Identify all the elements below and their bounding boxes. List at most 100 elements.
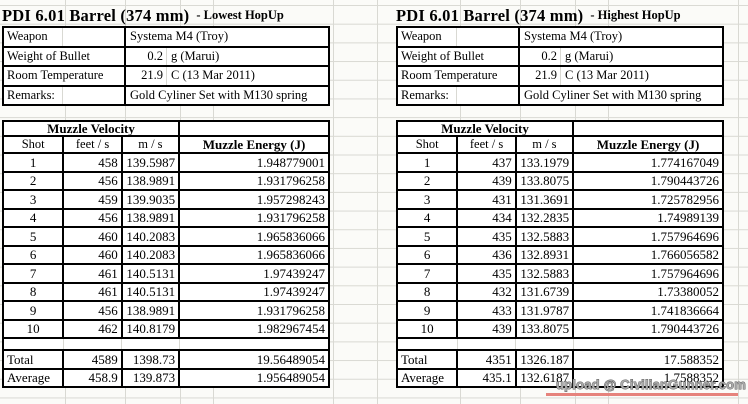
shot-cell[interactable]: 5 bbox=[395, 226, 459, 247]
ms-cell[interactable]: 132.5883 bbox=[514, 226, 575, 247]
energy-cell[interactable]: 1.931796258 bbox=[178, 170, 330, 191]
energy-cell[interactable]: 1.965836066 bbox=[178, 244, 330, 265]
ms-cell[interactable]: 131.6739 bbox=[514, 281, 575, 302]
energy-cell[interactable]: 1.982967454 bbox=[178, 318, 330, 339]
info-unit[interactable]: C (13 Mar 2011) bbox=[565, 68, 649, 83]
shot-cell[interactable]: 1 bbox=[395, 152, 459, 173]
feet-cell[interactable]: 435 bbox=[456, 226, 517, 247]
info-value[interactable]: Gold Cyliner Set with M130 spring bbox=[130, 87, 308, 102]
ms-cell[interactable]: 140.5131 bbox=[120, 281, 181, 302]
energy-cell[interactable]: 1.97439247 bbox=[178, 263, 330, 284]
average-energy-cell[interactable]: 1.7588352 bbox=[572, 367, 724, 388]
ms-cell[interactable]: 132.2835 bbox=[514, 207, 575, 228]
ms-cell[interactable]: 140.8179 bbox=[120, 318, 181, 339]
feet-cell[interactable]: 431 bbox=[456, 189, 517, 210]
feet-cell[interactable]: 435 bbox=[456, 263, 517, 284]
ms-cell[interactable]: 131.9787 bbox=[514, 300, 575, 321]
energy-cell[interactable]: 1.757964696 bbox=[572, 263, 724, 284]
ms-cell[interactable]: 138.9891 bbox=[120, 300, 181, 321]
info-unit[interactable]: C (13 Mar 2011) bbox=[171, 68, 255, 83]
ms-cell[interactable]: 132.8931 bbox=[514, 244, 575, 265]
info-number[interactable]: 21.9 bbox=[535, 68, 557, 83]
shot-cell[interactable]: 4 bbox=[1, 207, 65, 228]
ms-cell[interactable]: 138.9891 bbox=[120, 207, 181, 228]
info-value[interactable]: Gold Cyliner Set with M130 spring bbox=[524, 87, 702, 102]
feet-cell[interactable]: 461 bbox=[62, 263, 123, 284]
shot-cell[interactable]: 9 bbox=[1, 300, 65, 321]
ms-cell[interactable]: 132.5883 bbox=[514, 263, 575, 284]
shot-cell[interactable]: 2 bbox=[1, 170, 65, 191]
ms-cell[interactable]: 131.3691 bbox=[514, 189, 575, 210]
shot-cell[interactable]: 4 bbox=[395, 207, 459, 228]
total-feet-cell[interactable]: 4589 bbox=[62, 349, 123, 370]
energy-cell[interactable]: 1.725782956 bbox=[572, 189, 724, 210]
average-feet-cell[interactable]: 435.1 bbox=[456, 367, 517, 388]
shot-cell[interactable]: 8 bbox=[1, 281, 65, 302]
average-ms-cell[interactable]: 132.6187 bbox=[514, 367, 575, 388]
info-number[interactable]: 0.2 bbox=[147, 48, 163, 63]
info-value[interactable]: Systema M4 (Troy) bbox=[130, 29, 229, 44]
energy-cell[interactable]: 1.931796258 bbox=[178, 300, 330, 321]
energy-cell[interactable]: 1.97439247 bbox=[178, 281, 330, 302]
feet-cell[interactable]: 434 bbox=[456, 207, 517, 228]
feet-cell[interactable]: 456 bbox=[62, 300, 123, 321]
feet-cell[interactable]: 437 bbox=[456, 152, 517, 173]
shot-cell[interactable]: 1 bbox=[1, 152, 65, 173]
total-energy-cell[interactable]: 19.56489054 bbox=[178, 349, 330, 370]
ms-cell[interactable]: 138.9891 bbox=[120, 170, 181, 191]
info-number[interactable]: 21.9 bbox=[141, 68, 163, 83]
feet-cell[interactable]: 433 bbox=[456, 300, 517, 321]
energy-cell[interactable]: 1.757964696 bbox=[572, 226, 724, 247]
ms-cell[interactable]: 139.9035 bbox=[120, 189, 181, 210]
feet-cell[interactable]: 439 bbox=[456, 170, 517, 191]
energy-cell[interactable]: 1.948779001 bbox=[178, 152, 330, 173]
shot-cell[interactable]: 7 bbox=[1, 263, 65, 284]
feet-cell[interactable]: 460 bbox=[62, 226, 123, 247]
info-unit[interactable]: g (Marui) bbox=[565, 48, 614, 63]
average-feet-cell[interactable]: 458.9 bbox=[62, 367, 123, 388]
ms-cell[interactable]: 139.5987 bbox=[120, 152, 181, 173]
feet-cell[interactable]: 460 bbox=[62, 244, 123, 265]
total-ms-cell[interactable]: 1326.187 bbox=[514, 349, 575, 370]
energy-cell[interactable]: 1.965836066 bbox=[178, 226, 330, 247]
total-feet-cell[interactable]: 4351 bbox=[456, 349, 517, 370]
shot-cell[interactable]: 7 bbox=[395, 263, 459, 284]
shot-cell[interactable]: 10 bbox=[1, 318, 65, 339]
shot-cell[interactable]: 10 bbox=[395, 318, 459, 339]
shot-cell[interactable]: 5 bbox=[1, 226, 65, 247]
shot-cell[interactable]: 3 bbox=[1, 189, 65, 210]
shot-cell[interactable]: 6 bbox=[1, 244, 65, 265]
feet-cell[interactable]: 458 bbox=[62, 152, 123, 173]
feet-cell[interactable]: 459 bbox=[62, 189, 123, 210]
feet-cell[interactable]: 461 bbox=[62, 281, 123, 302]
shot-cell[interactable]: 3 bbox=[395, 189, 459, 210]
feet-cell[interactable]: 432 bbox=[456, 281, 517, 302]
ms-cell[interactable]: 140.2083 bbox=[120, 226, 181, 247]
average-ms-cell[interactable]: 139.873 bbox=[120, 367, 181, 388]
shot-cell[interactable]: 8 bbox=[395, 281, 459, 302]
energy-cell[interactable]: 1.790443726 bbox=[572, 170, 724, 191]
shot-cell[interactable]: 9 bbox=[395, 300, 459, 321]
energy-cell[interactable]: 1.957298243 bbox=[178, 189, 330, 210]
ms-cell[interactable]: 140.5131 bbox=[120, 263, 181, 284]
ms-cell[interactable]: 133.8075 bbox=[514, 170, 575, 191]
feet-cell[interactable]: 456 bbox=[62, 170, 123, 191]
feet-cell[interactable]: 456 bbox=[62, 207, 123, 228]
energy-cell[interactable]: 1.931796258 bbox=[178, 207, 330, 228]
ms-cell[interactable]: 140.2083 bbox=[120, 244, 181, 265]
feet-cell[interactable]: 439 bbox=[456, 318, 517, 339]
energy-cell[interactable]: 1.73380052 bbox=[572, 281, 724, 302]
energy-cell[interactable]: 1.766056582 bbox=[572, 244, 724, 265]
shot-cell[interactable]: 2 bbox=[395, 170, 459, 191]
energy-cell[interactable]: 1.774167049 bbox=[572, 152, 724, 173]
energy-cell[interactable]: 1.74989139 bbox=[572, 207, 724, 228]
total-energy-cell[interactable]: 17.588352 bbox=[572, 349, 724, 370]
info-unit[interactable]: g (Marui) bbox=[171, 48, 220, 63]
feet-cell[interactable]: 462 bbox=[62, 318, 123, 339]
ms-cell[interactable]: 133.1979 bbox=[514, 152, 575, 173]
energy-cell[interactable]: 1.790443726 bbox=[572, 318, 724, 339]
total-ms-cell[interactable]: 1398.73 bbox=[120, 349, 181, 370]
ms-cell[interactable]: 133.8075 bbox=[514, 318, 575, 339]
info-value[interactable]: Systema M4 (Troy) bbox=[524, 29, 623, 44]
energy-cell[interactable]: 1.741836664 bbox=[572, 300, 724, 321]
